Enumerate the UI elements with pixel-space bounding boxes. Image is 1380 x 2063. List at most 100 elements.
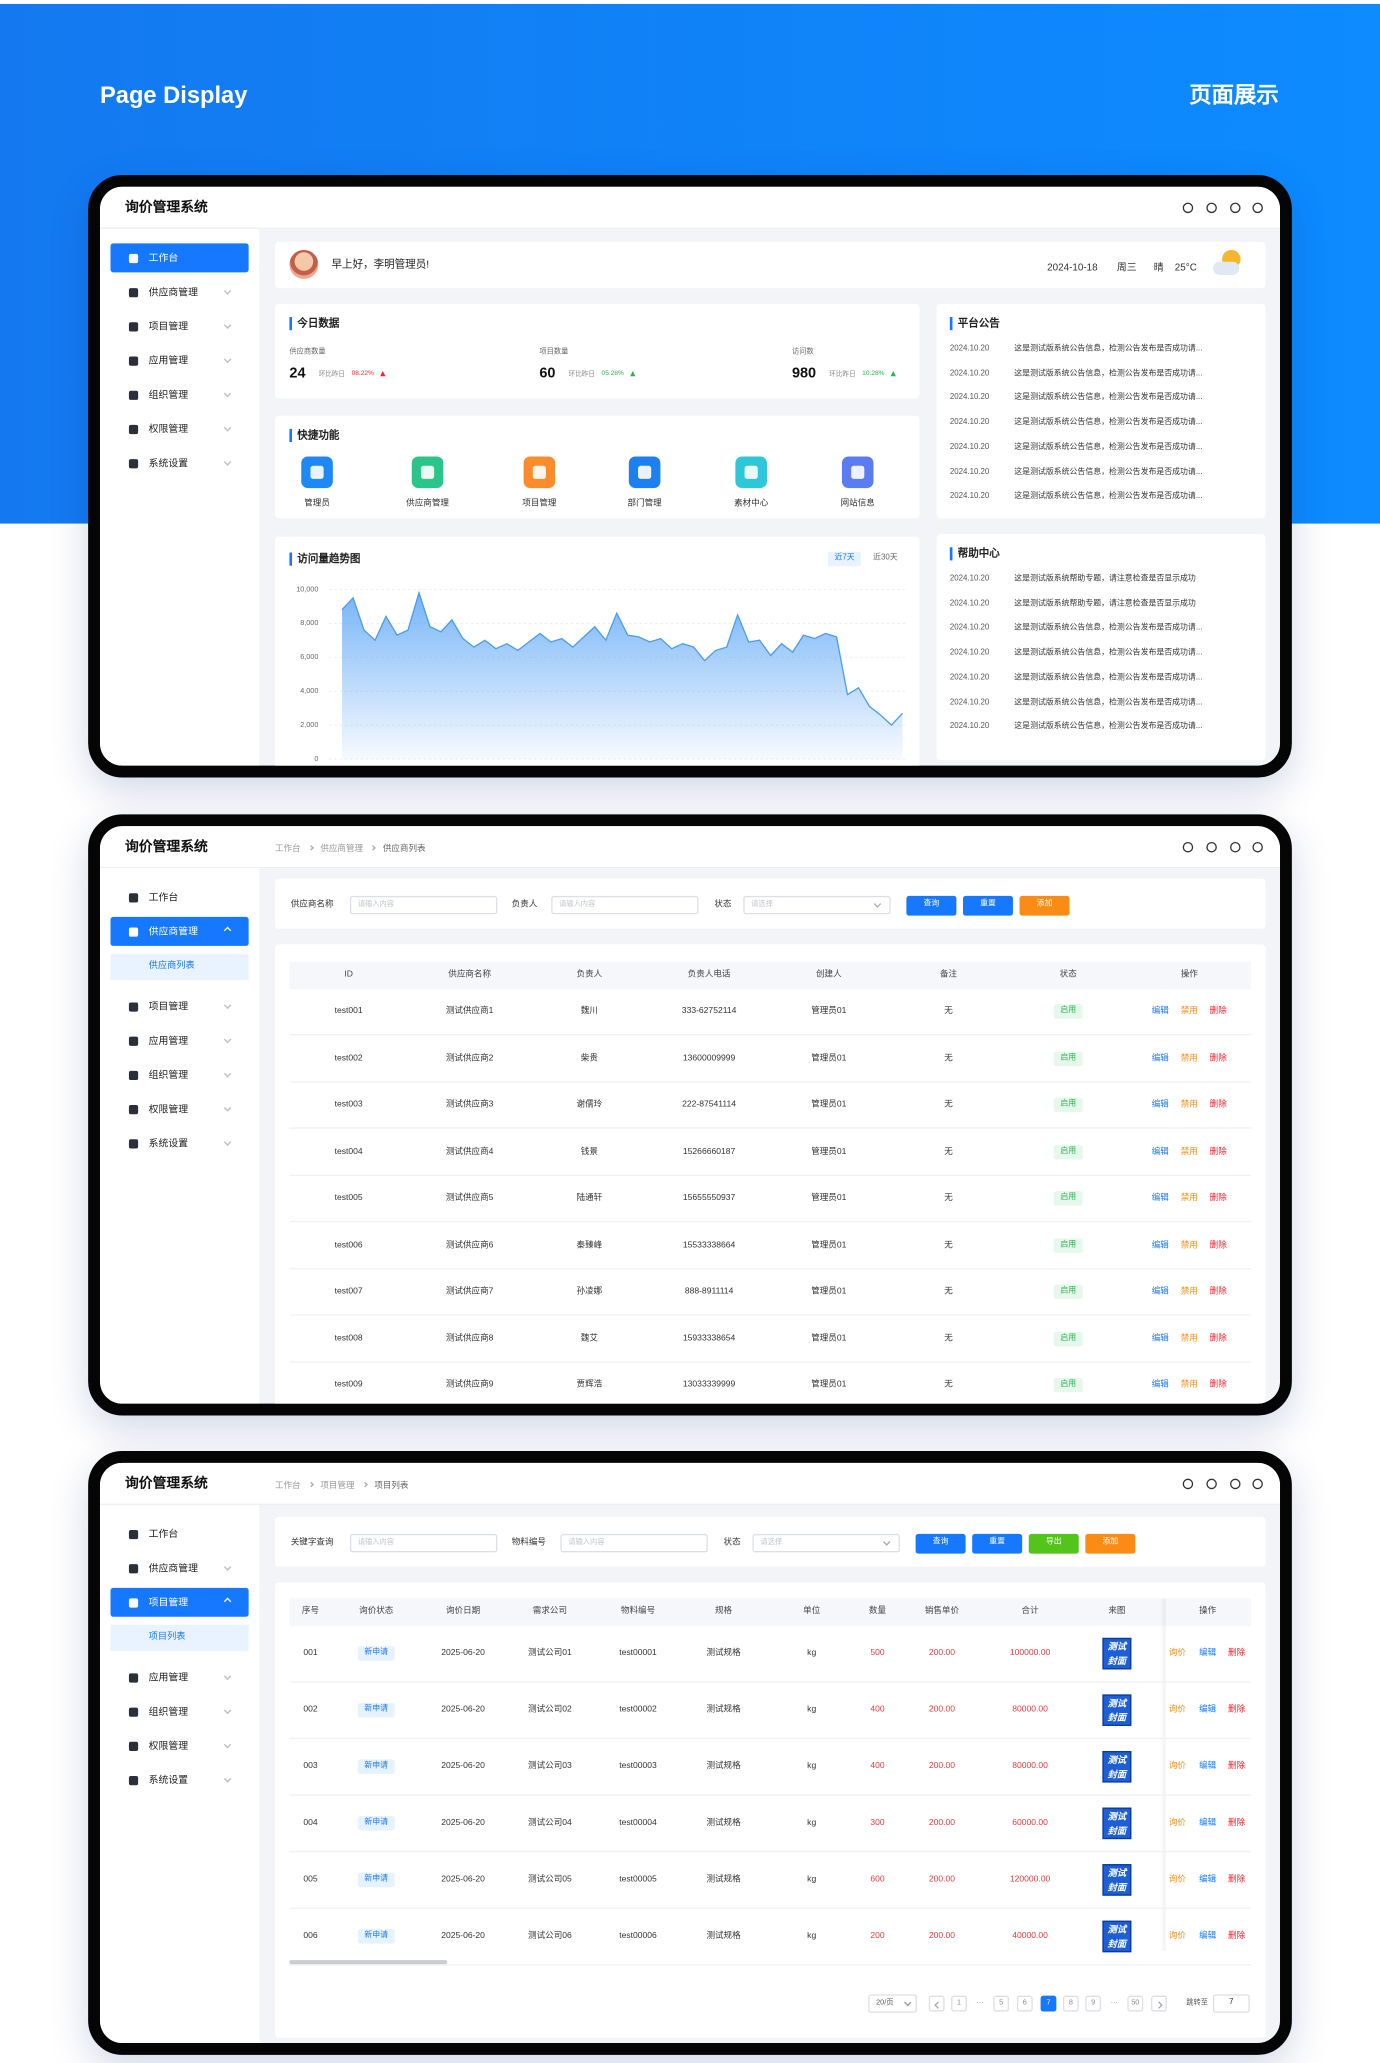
quick-icon[interactable] [301, 456, 333, 489]
row-action[interactable]: 编辑 [1151, 1099, 1169, 1110]
quick-label[interactable]: 项目管理 [522, 498, 557, 508]
submenu-item[interactable] [110, 1624, 249, 1652]
page-number[interactable]: 7 [1046, 1999, 1051, 2008]
filter-input[interactable] [743, 895, 891, 915]
row-action[interactable]: 删除 [1209, 1006, 1227, 1016]
row-action[interactable]: 编辑 [1151, 1146, 1169, 1156]
page-number[interactable]: 1 [957, 1999, 962, 2008]
list-text[interactable]: 这是测试版系统公告信息，检测公告发布是否成功请... [1014, 369, 1203, 378]
page-size-select[interactable] [868, 1994, 917, 2013]
row-action[interactable]: 删除 [1209, 1193, 1227, 1203]
list-text[interactable]: 这是测试版系统公告信息，检测公告发布是否成功请... [1014, 345, 1203, 354]
row-action[interactable]: 删除 [1209, 1286, 1227, 1296]
row-action[interactable]: 编辑 [1151, 1380, 1169, 1390]
row-action[interactable]: 询价 [1168, 1874, 1186, 1884]
page-button[interactable] [951, 1995, 967, 2012]
row-action[interactable]: 禁用 [1180, 1380, 1198, 1390]
quick-icon[interactable] [735, 456, 767, 489]
quick-icon[interactable] [523, 456, 556, 489]
row-action[interactable]: 禁用 [1180, 1053, 1198, 1063]
list-text[interactable]: 这是测试版系统公告信息，检测公告发布是否成功请... [1014, 698, 1203, 707]
cover-image[interactable]: 测试封面 [1102, 1807, 1132, 1840]
page-number[interactable]: 50 [1131, 1999, 1140, 2008]
row-action[interactable]: 编辑 [1151, 1333, 1169, 1343]
row-action[interactable]: 删除 [1209, 1053, 1227, 1063]
page-button[interactable] [1040, 1995, 1057, 2012]
cover-image[interactable]: 测试封面 [1102, 1864, 1132, 1896]
list-text[interactable]: 这是测试版系统公告信息，检测公告发布是否成功请... [1014, 394, 1203, 403]
filter-button[interactable] [1085, 1533, 1136, 1553]
page-button[interactable] [1085, 1995, 1102, 2012]
row-action[interactable]: 删除 [1228, 1818, 1246, 1828]
row-action[interactable]: 删除 [1228, 1931, 1246, 1941]
row-action[interactable]: 询价 [1168, 1761, 1186, 1771]
row-action[interactable]: 询价 [1168, 1818, 1186, 1828]
row-action[interactable]: 编辑 [1151, 1286, 1169, 1296]
row-action[interactable]: 编辑 [1199, 1874, 1217, 1884]
row-action[interactable]: 禁用 [1180, 1099, 1198, 1110]
filter-button[interactable] [972, 1533, 1023, 1553]
cover-image[interactable]: 测试封面 [1102, 1920, 1132, 1953]
toolbar-icon[interactable] [1182, 1478, 1194, 1490]
list-text[interactable]: 这是测试版系统帮助专题，请注意检查是否显示成功 [1014, 600, 1196, 608]
quick-icon[interactable] [841, 456, 874, 489]
row-action[interactable]: 编辑 [1199, 1818, 1217, 1828]
quick-label[interactable]: 网站信息 [840, 498, 875, 508]
jump-input[interactable] [1212, 1994, 1250, 2013]
page-button[interactable] [993, 1995, 1010, 2012]
page-button[interactable] [1062, 1995, 1079, 2012]
list-text[interactable]: 这是测试版系统帮助专题，请注意检查是否显示成功 [1014, 575, 1196, 584]
row-action[interactable]: 询价 [1168, 1648, 1186, 1658]
list-text[interactable]: 这是测试版系统公告信息，检测公告发布是否成功请... [1014, 673, 1203, 682]
row-action[interactable]: 删除 [1209, 1099, 1227, 1110]
row-action[interactable]: 编辑 [1151, 1006, 1169, 1016]
chart-tab[interactable]: 近7天 [827, 551, 862, 567]
filter-button[interactable] [962, 895, 1013, 915]
row-action[interactable]: 删除 [1228, 1874, 1246, 1884]
quick-label[interactable]: 素材中心 [734, 498, 769, 508]
row-action[interactable]: 询价 [1168, 1931, 1186, 1941]
cover-image[interactable]: 测试封面 [1102, 1637, 1132, 1670]
row-action[interactable]: 禁用 [1180, 1240, 1198, 1250]
list-text[interactable]: 这是测试版系统公告信息，检测公告发布是否成功请... [1014, 723, 1203, 731]
row-action[interactable]: 删除 [1209, 1146, 1227, 1156]
toolbar-icon[interactable] [1182, 202, 1194, 214]
toolbar-icon[interactable] [1230, 1478, 1241, 1490]
quick-icon[interactable] [411, 456, 444, 489]
cover-image[interactable]: 测试封面 [1102, 1694, 1132, 1726]
quick-icon[interactable] [628, 456, 661, 489]
list-text[interactable]: 这是测试版系统公告信息，检测公告发布是否成功请... [1014, 418, 1203, 427]
row-action[interactable]: 删除 [1209, 1333, 1227, 1343]
row-action[interactable]: 编辑 [1199, 1648, 1217, 1658]
row-action[interactable]: 编辑 [1151, 1240, 1169, 1250]
quick-label[interactable]: 部门管理 [627, 498, 662, 508]
page-nav[interactable] [1151, 1995, 1167, 2012]
page-number[interactable]: 5 [999, 1999, 1004, 2008]
quick-label[interactable]: 供应商管理 [406, 498, 449, 508]
filter-input[interactable] [551, 895, 699, 915]
row-action[interactable]: 删除 [1228, 1648, 1246, 1658]
list-text[interactable]: 这是测试版系统公告信息，检测公告发布是否成功请... [1014, 468, 1203, 477]
toolbar-icon[interactable] [1206, 1478, 1217, 1490]
cover-image[interactable]: 测试封面 [1102, 1750, 1132, 1783]
toolbar-icon[interactable] [1252, 1478, 1263, 1490]
row-action[interactable]: 删除 [1209, 1240, 1227, 1250]
toolbar-icon[interactable] [1182, 841, 1194, 853]
page-button[interactable] [1127, 1995, 1144, 2012]
page-number[interactable]: 8 [1068, 1999, 1073, 2008]
page-button[interactable] [1016, 1995, 1033, 2012]
row-action[interactable]: 询价 [1168, 1705, 1186, 1715]
chart-tab[interactable]: 近30天 [873, 554, 898, 563]
row-action[interactable]: 禁用 [1180, 1193, 1198, 1203]
row-action[interactable]: 删除 [1209, 1380, 1227, 1390]
page-number[interactable]: 9 [1091, 1999, 1096, 2008]
row-action[interactable]: 禁用 [1180, 1006, 1198, 1016]
page-number[interactable]: 6 [1022, 1999, 1027, 2008]
filter-input[interactable] [349, 895, 498, 915]
toolbar-icon[interactable] [1230, 841, 1241, 853]
filter-button[interactable] [1019, 895, 1070, 915]
toolbar-icon[interactable] [1206, 841, 1217, 853]
filter-input[interactable] [349, 1533, 498, 1553]
page-nav[interactable] [928, 1995, 945, 2012]
row-action[interactable]: 删除 [1228, 1761, 1246, 1771]
